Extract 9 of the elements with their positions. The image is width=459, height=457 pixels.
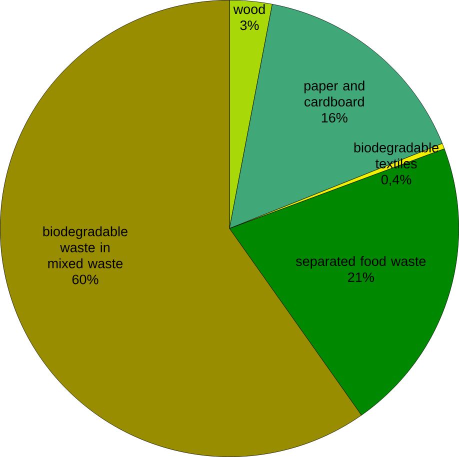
slice-label: wood [233,4,265,14]
data-label: 3% [240,20,259,30]
slice-label: separated food waste [296,256,426,269]
data-label: 0,4% [381,174,412,186]
data-label: 60% [72,274,98,284]
data-label: 16% [322,112,348,123]
data-label: 21% [348,272,374,282]
slice-label: biodegradable waste in mixed waste [43,226,128,268]
slice-label: paper and cardboard [304,80,364,107]
